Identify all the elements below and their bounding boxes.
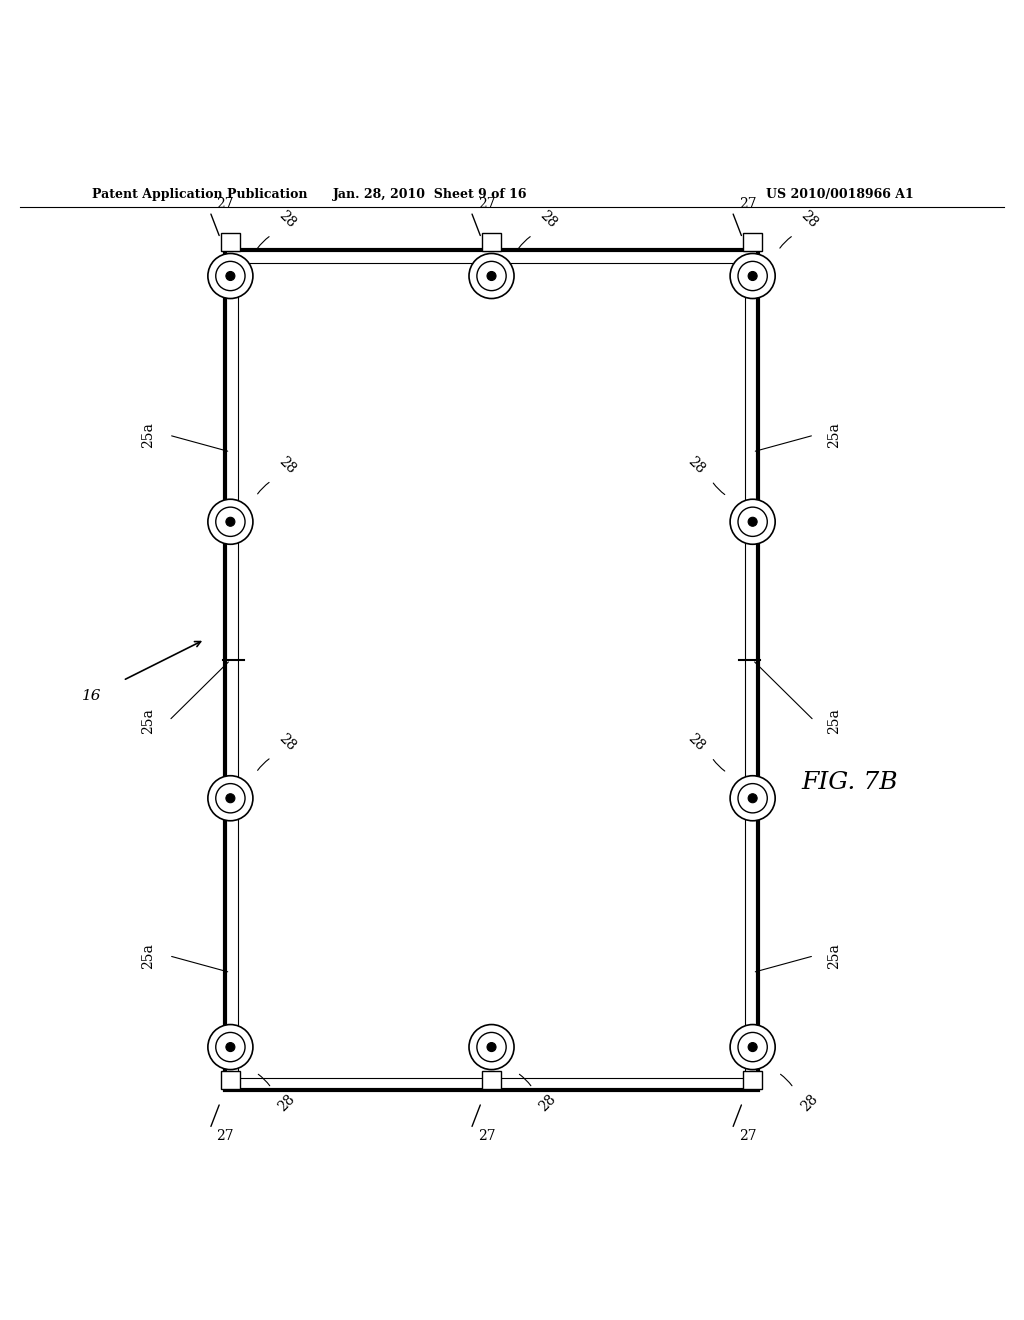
Text: 25a: 25a [141, 422, 156, 447]
Circle shape [226, 517, 234, 527]
Text: Jan. 28, 2010  Sheet 9 of 16: Jan. 28, 2010 Sheet 9 of 16 [333, 187, 527, 201]
Circle shape [469, 1024, 514, 1069]
Text: Patent Application Publication: Patent Application Publication [92, 187, 307, 201]
Circle shape [208, 1024, 253, 1069]
Text: 28: 28 [798, 209, 820, 231]
Circle shape [469, 253, 514, 298]
Text: 27: 27 [477, 197, 496, 211]
Circle shape [216, 507, 245, 536]
Text: 25a: 25a [141, 708, 156, 734]
Text: US 2010/0018966 A1: US 2010/0018966 A1 [766, 187, 913, 201]
Circle shape [208, 253, 253, 298]
Text: 28: 28 [537, 209, 559, 231]
Circle shape [487, 1043, 496, 1052]
Circle shape [487, 272, 496, 281]
Circle shape [216, 1032, 245, 1061]
Circle shape [749, 272, 757, 281]
Circle shape [216, 261, 245, 290]
Text: 27: 27 [216, 197, 234, 211]
Circle shape [216, 784, 245, 813]
Bar [225, 251, 758, 1090]
Text: 16: 16 [82, 689, 102, 702]
Text: 28: 28 [685, 454, 708, 477]
Circle shape [477, 261, 506, 290]
Text: 27: 27 [738, 197, 757, 211]
Circle shape [738, 784, 767, 813]
Bar [482, 1071, 501, 1089]
Circle shape [749, 517, 757, 527]
Bar [221, 234, 240, 251]
Circle shape [749, 1043, 757, 1052]
Circle shape [226, 272, 234, 281]
Circle shape [738, 507, 767, 536]
Text: 28: 28 [275, 1092, 298, 1114]
Text: 28: 28 [275, 731, 298, 752]
Text: FIG. 7B: FIG. 7B [802, 771, 898, 795]
Circle shape [730, 499, 775, 544]
Bar [743, 1071, 762, 1089]
Text: 28: 28 [798, 1092, 820, 1114]
Text: 25a: 25a [827, 422, 842, 447]
Text: 28: 28 [275, 209, 298, 231]
Circle shape [208, 776, 253, 821]
Circle shape [730, 1024, 775, 1069]
Circle shape [749, 793, 757, 803]
Bar [221, 1071, 240, 1089]
Circle shape [226, 1043, 234, 1052]
Circle shape [730, 253, 775, 298]
Text: 28: 28 [537, 1092, 559, 1114]
Bar [482, 234, 501, 251]
Text: 25a: 25a [827, 942, 842, 969]
Circle shape [738, 1032, 767, 1061]
Text: 27: 27 [216, 1129, 234, 1143]
Text: 28: 28 [685, 731, 708, 752]
Bar [743, 234, 762, 251]
Circle shape [226, 793, 234, 803]
Circle shape [477, 1032, 506, 1061]
Circle shape [730, 776, 775, 821]
Text: 27: 27 [738, 1129, 757, 1143]
Text: 25a: 25a [141, 942, 156, 969]
Text: 28: 28 [275, 454, 298, 477]
Circle shape [738, 261, 767, 290]
Text: 27: 27 [477, 1129, 496, 1143]
Text: 25a: 25a [827, 708, 842, 734]
Bar [238, 263, 745, 1078]
Circle shape [208, 499, 253, 544]
